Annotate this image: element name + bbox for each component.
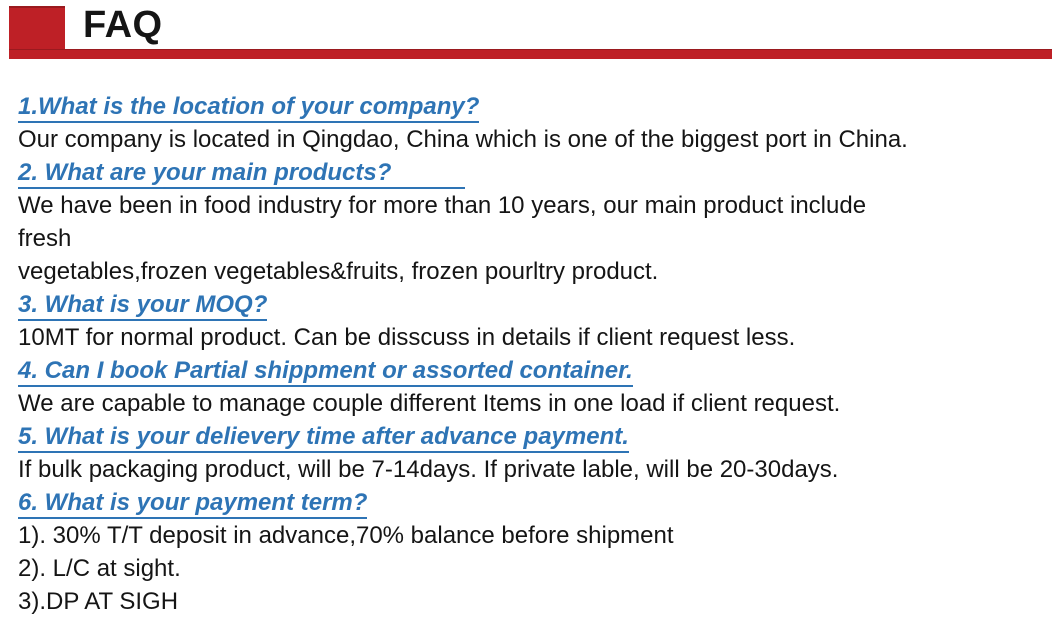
faq-question-4: 4. Can I book Partial shippment or assor… — [18, 354, 1052, 387]
faq-question-4-text: 4. Can I book Partial shippment or assor… — [18, 357, 633, 387]
faq-question-3-text: 3. What is your MOQ? — [18, 291, 268, 321]
faq-answer-2-line-1: We have been in food industry for more t… — [18, 192, 867, 219]
faq-answer-6-line-1: 1). 30% T/T deposit in advance,70% balan… — [18, 522, 674, 549]
faq-answer-6-line-2: 2). L/C at sight. — [18, 555, 181, 582]
faq-question-1: 1.What is the location of your company? — [18, 90, 1052, 123]
faq-question-5: 5. What is your delievery time after adv… — [18, 420, 1052, 453]
faq-answer-3: 10MT for normal product. Can be disscuss… — [18, 324, 796, 351]
faq-content: 1.What is the location of your company? … — [18, 90, 1052, 618]
faq-answer-2-line-3: vegetables,frozen vegetables&fruits, fro… — [18, 258, 659, 285]
faq-question-2-text: 2. What are your main products? — [18, 159, 466, 189]
faq-answer-6-line-3: 3).DP AT SIGH — [18, 588, 179, 615]
faq-question-3: 3. What is your MOQ? — [18, 288, 1052, 321]
faq-question-6: 6. What is your payment term? — [18, 486, 1052, 519]
faq-question-6-text: 6. What is your payment term? — [18, 489, 368, 519]
header-accent-bar — [9, 49, 1052, 59]
faq-answer-4: We are capable to manage couple differen… — [18, 390, 841, 417]
faq-question-5-text: 5. What is your delievery time after adv… — [18, 423, 629, 453]
faq-answer-5: If bulk packaging product, will be 7-14d… — [18, 456, 839, 483]
faq-answer-1: Our company is located in Qingdao, China… — [18, 126, 908, 153]
faq-question-2: 2. What are your main products? — [18, 156, 1052, 189]
faq-answer-2-line-2: fresh — [18, 225, 72, 252]
faq-question-1-text: 1.What is the location of your company? — [18, 93, 480, 123]
page-title: FAQ — [83, 4, 163, 46]
